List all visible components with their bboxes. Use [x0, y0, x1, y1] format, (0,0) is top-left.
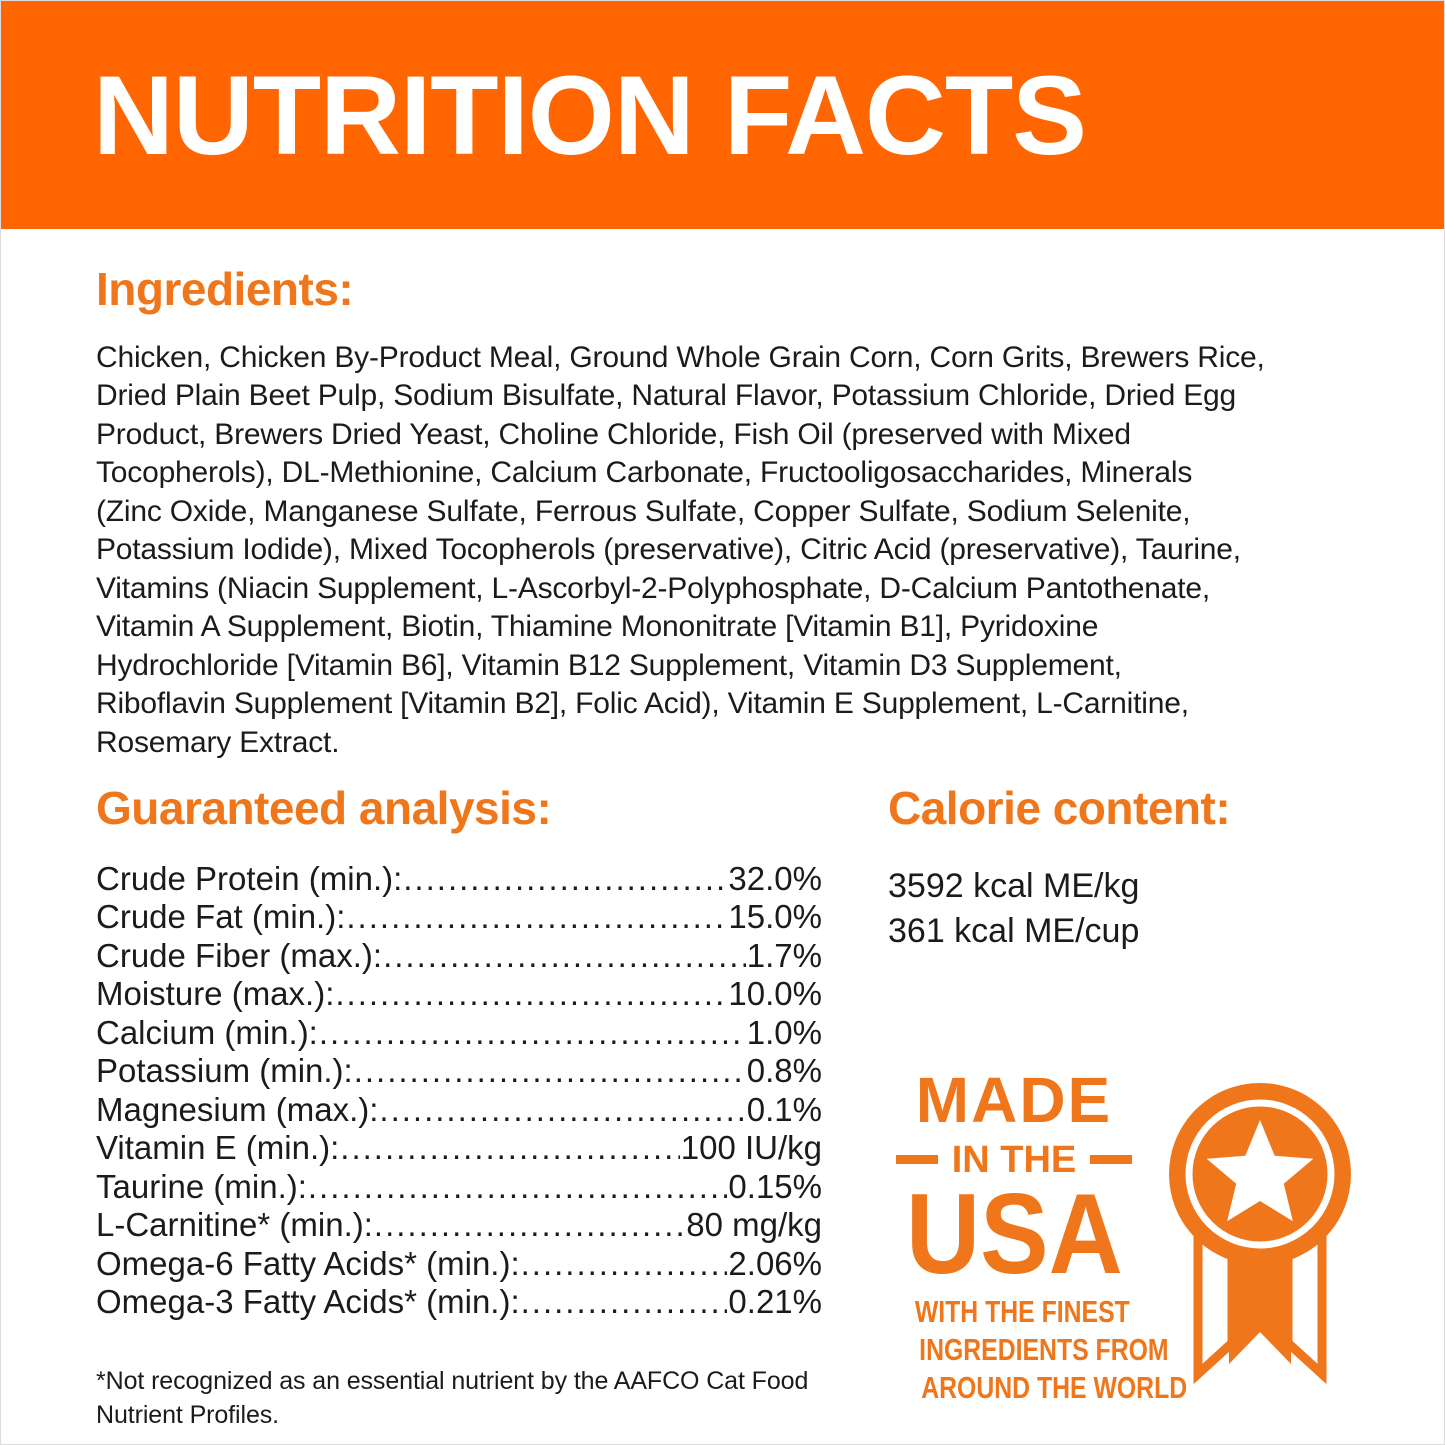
row-value: 0.1% — [746, 1090, 822, 1128]
row-value: 1.7% — [746, 936, 822, 974]
made-in-usa-badge: MADE IN THE USA WITH THE FINEST INGREDIE… — [888, 1063, 1396, 1410]
row-value: 100 IU/kg — [680, 1129, 822, 1167]
table-row: Potassium (min.): 0.8% — [96, 1052, 822, 1091]
ingredients-line: Tocopherols), DL-Methionine, Calcium Car… — [96, 456, 1193, 490]
badge-subtext-line: WITH THE FINEST — [914, 1293, 1130, 1329]
dot-leader — [383, 937, 746, 976]
badge-in-the-label: IN THE — [951, 1138, 1077, 1181]
row-value: 80 mg/kg — [686, 1206, 822, 1244]
dot-leader — [346, 898, 727, 937]
label-content: Ingredients: Chicken, Chicken By-Product… — [1, 263, 1444, 1432]
row-value: 2.06% — [728, 1244, 822, 1282]
ingredients-heading: Ingredients: — [96, 263, 354, 315]
row-value: 10.0% — [728, 975, 822, 1013]
ingredients-line: Dried Plain Beet Pulp, Sodium Bisulfate,… — [96, 379, 1237, 413]
row-value: 0.15% — [728, 1167, 822, 1205]
row-label: Crude Fat (min.): — [96, 898, 346, 936]
badge-made-label: MADE — [915, 1063, 1113, 1136]
table-row: Crude Fat (min.): 15.0% — [96, 898, 822, 937]
row-value: 0.8% — [746, 1052, 822, 1090]
calorie-content-heading: Calorie content: — [888, 782, 1231, 835]
table-row: Magnesium (max.): 0.1% — [96, 1091, 822, 1130]
row-label: Crude Protein (min.): — [96, 859, 403, 897]
table-row: Omega-3 Fatty Acids* (min.): 0.21% — [96, 1283, 822, 1322]
dot-leader — [374, 1206, 685, 1245]
dash-icon — [895, 1155, 938, 1165]
row-label: Omega-6 Fatty Acids* (min.): — [96, 1244, 520, 1282]
header-banner: NUTRITION FACTS — [1, 1, 1444, 229]
table-row: Omega-6 Fatty Acids* (min.): 2.06% — [96, 1245, 822, 1284]
table-row: Taurine (min.): 0.15% — [96, 1168, 822, 1207]
dot-leader — [354, 1052, 746, 1091]
dot-leader — [521, 1283, 728, 1322]
table-row: Moisture (max.): 10.0% — [96, 975, 822, 1014]
footnote-line: Nutrient Profiles. — [96, 1400, 279, 1429]
ingredients-line: Potassium Iodide), Mixed Tocopherols (pr… — [96, 533, 1241, 567]
made-in-usa-text: MADE IN THE USA WITH THE FINEST INGREDIE… — [888, 1063, 1187, 1410]
row-value: 15.0% — [728, 898, 822, 936]
ingredients-line: Riboflavin Supplement [Vitamin B2], Foli… — [96, 687, 1189, 721]
dot-leader — [335, 975, 727, 1014]
ingredients-line: Product, Brewers Dried Yeast, Choline Ch… — [96, 417, 1131, 451]
dot-leader — [403, 860, 727, 899]
dash-icon — [1090, 1155, 1133, 1165]
dot-leader — [308, 1168, 728, 1207]
ingredients-line: Vitamin A Supplement, Biotin, Thiamine M… — [96, 610, 1099, 644]
ingredients-line: (Zinc Oxide, Manganese Sulfate, Ferrous … — [96, 494, 1191, 528]
badge-subtext-line: INGREDIENTS FROM — [919, 1331, 1169, 1367]
calorie-values: 3592 kcal ME/kg 361 kcal ME/cup — [888, 864, 1396, 954]
aafco-footnote: *Not recognized as an essential nutrient… — [96, 1364, 822, 1432]
table-row: L-Carnitine* (min.): 80 mg/kg — [96, 1206, 822, 1245]
ingredients-line: Vitamins (Niacin Supplement, L-Ascorbyl-… — [96, 571, 1210, 605]
badge-usa-label: USA — [905, 1170, 1123, 1298]
row-label: Crude Fiber (max.): — [96, 936, 383, 974]
calorie-per-cup: 361 kcal ME/cup — [888, 911, 1140, 950]
guaranteed-analysis-section: Guaranteed analysis: Crude Protein (min.… — [96, 782, 822, 1432]
table-row: Crude Protein (min.): 32.0% — [96, 860, 822, 899]
ingredients-line: Hydrochloride [Vitamin B6], Vitamin B12 … — [96, 648, 1122, 682]
badge-subtext-line: AROUND THE WORLD — [921, 1369, 1188, 1405]
dot-leader — [379, 1091, 745, 1130]
row-value: 0.21% — [728, 1283, 822, 1321]
ingredients-line: Rosemary Extract. — [96, 725, 340, 759]
table-row: Crude Fiber (max.): 1.7% — [96, 937, 822, 976]
row-label: Vitamin E (min.): — [96, 1129, 340, 1167]
ingredients-line: Chicken, Chicken By-Product Meal, Ground… — [96, 340, 1265, 374]
dot-leader — [521, 1245, 728, 1284]
row-value: 1.0% — [746, 1013, 822, 1051]
row-label: Magnesium (max.): — [96, 1090, 379, 1128]
guaranteed-analysis-table: Crude Protein (min.): 32.0% Crude Fat (m… — [96, 860, 822, 1322]
row-label: L-Carnitine* (min.): — [96, 1206, 373, 1244]
calorie-per-kg: 3592 kcal ME/kg — [888, 866, 1140, 905]
badge-subtext: WITH THE FINEST INGREDIENTS FROM AROUND … — [888, 1293, 1187, 1410]
calorie-content-section: Calorie content: 3592 kcal ME/kg 361 kca… — [888, 782, 1396, 1432]
row-label: Calcium (min.): — [96, 1013, 318, 1051]
badge-in-the-row: IN THE — [888, 1141, 1140, 1179]
row-label: Taurine (min.): — [96, 1167, 307, 1205]
page-title: NUTRITION FACTS — [93, 52, 1087, 178]
guaranteed-analysis-heading: Guaranteed analysis: — [96, 782, 552, 835]
star-ribbon-medal-icon — [1169, 1082, 1351, 1384]
footnote-line: *Not recognized as an essential nutrient… — [96, 1366, 809, 1395]
row-label: Potassium (min.): — [96, 1052, 353, 1090]
dot-leader — [319, 1014, 746, 1053]
row-label: Omega-3 Fatty Acids* (min.): — [96, 1283, 520, 1321]
table-row: Vitamin E (min.): 100 IU/kg — [96, 1129, 822, 1168]
row-value: 32.0% — [728, 859, 822, 897]
table-row: Calcium (min.): 1.0% — [96, 1014, 822, 1053]
row-label: Moisture (max.): — [96, 975, 335, 1013]
ingredients-text: Chicken, Chicken By-Product Meal, Ground… — [96, 339, 1396, 763]
dot-leader — [340, 1129, 679, 1168]
lower-columns: Guaranteed analysis: Crude Protein (min.… — [96, 782, 1396, 1432]
